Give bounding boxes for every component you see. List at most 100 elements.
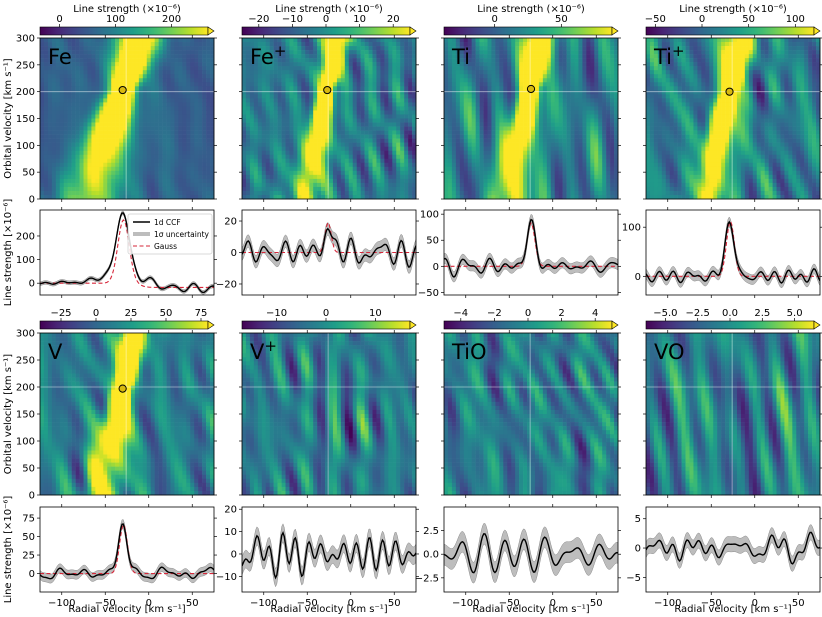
map-cell (40, 194, 45, 200)
map-cell (348, 154, 354, 160)
map-cell (51, 38, 57, 43)
map-cell (202, 102, 207, 107)
map-cell (542, 150, 548, 156)
map-cell (340, 190, 346, 196)
map-cell (562, 70, 567, 75)
map-cell (558, 154, 563, 160)
map-cell (336, 170, 342, 176)
map-cell (578, 102, 583, 107)
map-cell (301, 170, 306, 176)
map-cell (281, 130, 286, 135)
map-cell (103, 174, 108, 180)
map-y-tick-label: 300 (16, 34, 35, 45)
map-cell (111, 66, 116, 71)
map-cell (277, 170, 282, 176)
map-cell (265, 142, 270, 147)
map-cell (245, 38, 251, 43)
map-cell (538, 86, 544, 91)
map-cell (146, 106, 152, 111)
map-cell (154, 38, 159, 43)
map-cell (368, 86, 373, 91)
map-cell (206, 138, 211, 143)
map-cell (119, 70, 124, 75)
map-cell (471, 146, 476, 152)
map-cell (380, 78, 385, 83)
map-cell (578, 150, 583, 156)
map-cell (186, 154, 191, 160)
map-cell (269, 122, 274, 127)
map-cell (336, 54, 342, 59)
map-cell (388, 194, 393, 200)
map-cell (261, 186, 267, 192)
map-cell (162, 154, 167, 160)
map-cell (162, 90, 167, 95)
map-cell (265, 58, 270, 63)
map-cell (459, 46, 465, 51)
map-cell (127, 82, 132, 87)
map-cell (380, 190, 385, 196)
map-cell (40, 62, 45, 67)
map-cell (364, 154, 369, 160)
map-cell (360, 166, 365, 172)
map-cell (186, 186, 191, 192)
map-cell (412, 94, 417, 99)
map-cell (115, 174, 120, 180)
map-cell (297, 42, 302, 47)
map-cell (115, 46, 120, 51)
map-cell (210, 130, 215, 135)
map-cell (170, 94, 175, 99)
map-cell (107, 98, 112, 103)
map-cell (202, 114, 207, 119)
map-cell (408, 110, 413, 115)
map-cell (297, 50, 302, 55)
map-cell (459, 70, 465, 75)
map-cell (384, 174, 389, 180)
map-cell (360, 62, 365, 67)
map-cell (380, 134, 385, 139)
map-cell (531, 150, 536, 156)
map-cell (356, 90, 361, 95)
map-cell (174, 178, 179, 184)
map-cell (289, 134, 294, 139)
map-cell (582, 114, 587, 119)
map-cell (297, 110, 302, 115)
map-cell (289, 98, 294, 103)
map-cell (558, 110, 563, 115)
map-cell (368, 146, 373, 152)
map-cell (471, 118, 476, 123)
map-cell (289, 126, 294, 131)
map-cell (372, 174, 377, 180)
map-cell (408, 78, 413, 83)
map-cell (170, 158, 175, 164)
map-cell (83, 134, 88, 139)
map-y-tick-label: 0 (29, 195, 35, 206)
map-cell (134, 78, 140, 83)
map-cell (325, 138, 330, 143)
map-cell (376, 82, 381, 87)
map-cell (150, 106, 155, 111)
map-cell (554, 50, 559, 55)
map-cell (364, 70, 369, 75)
map-cell (384, 106, 389, 111)
map-cell (190, 94, 195, 99)
map-cell (388, 46, 393, 51)
map-cell (91, 86, 96, 91)
map-cell (491, 62, 496, 67)
map-cell (134, 90, 140, 95)
map-cell (606, 150, 611, 156)
map-cell (499, 138, 504, 143)
map-cell (538, 150, 544, 156)
map-cell (115, 170, 120, 176)
map-cell (499, 154, 504, 160)
map-cell (455, 62, 461, 67)
map-cell (186, 118, 191, 123)
map-cell (392, 90, 397, 95)
map-cell (210, 102, 215, 107)
map-cell (269, 90, 274, 95)
map-cell (317, 166, 322, 172)
map-cell (127, 122, 132, 127)
map-cell (273, 102, 278, 107)
map-cell (368, 74, 373, 79)
map-cell (99, 186, 104, 192)
map-cell (127, 186, 132, 192)
